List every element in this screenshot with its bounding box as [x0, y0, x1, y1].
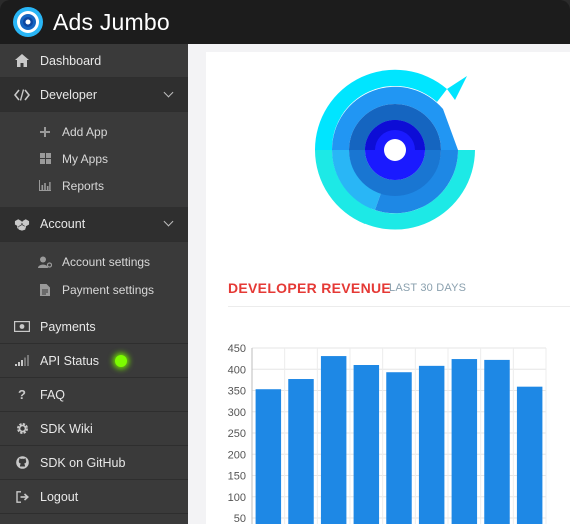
sidebar-item-label: Reports: [62, 178, 105, 193]
sidebar-item-label: Account: [40, 217, 86, 231]
revenue-bar[interactable]: [320, 356, 347, 524]
sidebar-item-payment-settings[interactable]: Payment settings: [0, 276, 188, 303]
y-tick-label: 100: [228, 492, 246, 504]
y-tick-label: 300: [228, 407, 246, 419]
sidebar-item-label: Payments: [40, 319, 96, 334]
revenue-bar[interactable]: [516, 386, 543, 524]
sidebar-item-account[interactable]: Account: [0, 207, 188, 242]
chevron-down-icon: [163, 87, 174, 97]
revenue-bar[interactable]: [386, 372, 412, 524]
revenue-subtitle: LAST 30 DAYS: [389, 282, 467, 294]
sidebar-item-label: Add App: [62, 124, 108, 139]
sidebar-item-label: API Status: [40, 353, 100, 368]
revenue-bar-chart: 450 400 350 300 250 200 150 100 50: [228, 343, 547, 524]
revenue-bar[interactable]: [484, 359, 510, 524]
sidebar-item-logout[interactable]: Logout: [0, 480, 188, 514]
sidebar-item-label: Account settings: [62, 254, 151, 269]
sidebar: Dashboard Developer Add App My Apps Repo…: [0, 44, 188, 524]
y-tick-label: 450: [228, 343, 246, 355]
y-tick-label: 400: [228, 364, 246, 376]
sign-out-icon: [14, 489, 30, 505]
sidebar-item-account-settings[interactable]: Account settings: [0, 248, 188, 275]
signal-bars-icon: [14, 353, 30, 369]
divider: [228, 306, 570, 307]
api-status-indicator: [115, 354, 128, 367]
revenue-bar[interactable]: [418, 365, 445, 524]
sidebar-item-my-apps[interactable]: My Apps: [0, 145, 188, 172]
sidebar-item-payments[interactable]: Payments: [0, 310, 188, 344]
windows-icon: [38, 152, 52, 166]
y-tick-label: 50: [234, 513, 246, 524]
revenue-bar[interactable]: [288, 379, 314, 524]
plus-icon: [38, 125, 52, 139]
revenue-bar[interactable]: [451, 359, 478, 524]
revenue-title: DEVELOPER REVENUE: [228, 280, 392, 296]
home-icon: [14, 53, 30, 69]
sidebar-item-label: My Apps: [62, 151, 109, 166]
question-icon: ?: [18, 387, 26, 402]
sidebar-item-sdk-github[interactable]: SDK on GitHub: [0, 446, 188, 480]
account-submenu: Account settings Payment settings: [0, 243, 188, 307]
ads-jumbo-logo-icon[interactable]: [12, 6, 44, 38]
chevron-down-icon: [163, 216, 174, 227]
sidebar-item-add-app[interactable]: Add App: [0, 118, 188, 145]
sidebar-item-label: Payment settings: [62, 282, 155, 297]
money-icon: [14, 319, 30, 335]
code-icon: [14, 87, 30, 103]
dashboard-card: DEVELOPER REVENUE LAST 30 DAYS 450 400 350…: [206, 52, 570, 524]
sidebar-item-label: SDK on GitHub: [40, 455, 126, 470]
main-content: DEVELOPER REVENUE LAST 30 DAYS 450 400 350…: [188, 44, 570, 524]
y-tick-label: 150: [228, 471, 246, 483]
sidebar-item-label: FAQ: [40, 387, 66, 402]
sidebar-item-label: SDK Wiki: [40, 421, 93, 436]
sidebar-item-sdk-wiki[interactable]: SDK Wiki: [0, 412, 188, 446]
y-tick-label: 200: [228, 449, 246, 461]
user-settings-icon: [38, 255, 52, 269]
top-bar: Ads Jumbo: [0, 0, 570, 44]
sidebar-item-faq[interactable]: ? FAQ: [0, 378, 188, 412]
revenue-bar[interactable]: [353, 365, 380, 524]
y-tick-label: 350: [228, 386, 246, 398]
app-title[interactable]: Ads Jumbo: [53, 9, 170, 35]
sidebar-item-dashboard[interactable]: Dashboard: [0, 44, 188, 78]
sidebar-item-label: Dashboard: [40, 53, 102, 68]
document-icon: [38, 283, 52, 297]
sidebar-item-developer[interactable]: Developer: [0, 78, 188, 112]
sidebar-item-reports[interactable]: Reports: [0, 172, 188, 199]
sidebar-item-label: Logout: [40, 489, 79, 504]
gear-icon: [14, 421, 30, 437]
ads-jumbo-hero-logo: [314, 69, 475, 230]
revenue-bar[interactable]: [255, 389, 282, 524]
bar-chart-icon: [38, 179, 52, 193]
sidebar-item-api-status[interactable]: API Status: [0, 344, 188, 378]
cubes-icon: [14, 216, 30, 232]
github-icon: [14, 455, 30, 471]
y-tick-label: 250: [228, 428, 246, 440]
developer-submenu: Add App My Apps Reports: [0, 113, 188, 199]
sidebar-item-label: Developer: [40, 87, 97, 102]
